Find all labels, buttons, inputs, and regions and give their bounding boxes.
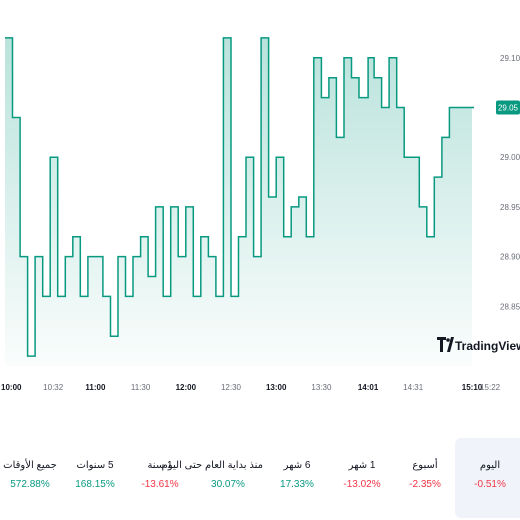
y-axis: 29.10 29.00 28.95 28.90 28.85 <box>500 54 520 312</box>
performance-period-value: -0.51% <box>474 479 506 490</box>
last-price-label: 29.05 <box>498 104 519 113</box>
performance-period-label: 6 شهر <box>283 460 311 471</box>
price-line-series <box>4 37 473 357</box>
tradingview-logo-icon <box>437 337 454 352</box>
performance-period[interactable]: منذ بداية العام حتى اليوم 30.07% <box>161 438 263 518</box>
performance-period-value: -2.35% <box>409 479 441 490</box>
performance-period-label: 1 سنة <box>147 460 173 471</box>
x-tick-label: 11:00 <box>85 383 106 392</box>
performance-period-value: 17.33% <box>280 479 314 490</box>
performance-period-value: 168.15% <box>75 479 115 490</box>
x-tick-label: 12:30 <box>221 383 242 392</box>
x-axis: 10:00 10:32 11:00 11:30 12:00 12:30 13:00 13:30… <box>1 383 501 392</box>
performance-period-label: جميع الأوقات <box>3 460 57 471</box>
x-tick-label: 15:22 <box>480 383 501 392</box>
performance-period-value: -13.61% <box>141 479 179 490</box>
y-tick-label: 29.00 <box>500 153 520 162</box>
price-line <box>5 37 472 357</box>
tradingview-logo[interactable]: TradingView <box>437 337 520 353</box>
performance-period[interactable]: 6 شهر 17.33% <box>262 438 332 518</box>
performance-period-value: 30.07% <box>211 479 245 490</box>
x-tick-label: 10:00 <box>1 383 22 392</box>
last-price-tick <box>472 106 474 109</box>
performance-period[interactable]: جميع الأوقات 572.88% <box>0 438 65 518</box>
last-price-badge <box>496 100 520 115</box>
performance-period-label: أسبوع <box>412 460 438 471</box>
performance-period-label: منذ بداية العام حتى اليوم <box>161 460 263 471</box>
performance-period-label: اليوم <box>479 460 501 471</box>
x-tick-label: 14:31 <box>403 383 424 392</box>
last-price-marker: 29.05 <box>472 100 520 115</box>
x-tick-label: 13:30 <box>311 383 332 392</box>
price-area-fill <box>5 37 472 367</box>
x-tick-label: 10:32 <box>43 383 64 392</box>
price-chart[interactable]: 29.10 29.00 28.95 28.90 28.85 10:00 10:32 11:0… <box>0 0 520 400</box>
performance-period-label: 5 سنوات <box>76 460 114 471</box>
y-tick-label: 28.85 <box>500 302 520 311</box>
x-tick-label: 15:10 <box>462 383 483 392</box>
x-tick-label: 12:00 <box>176 383 197 392</box>
x-tick-label: 13:00 <box>266 383 287 392</box>
performance-period-value: 572.88% <box>10 479 50 490</box>
performance-period[interactable]: 5 سنوات 168.15% <box>60 438 130 518</box>
performance-period[interactable]: اليوم -0.51% <box>455 438 520 518</box>
y-tick-label: 29.10 <box>500 54 520 63</box>
performance-period[interactable]: أسبوع -2.35% <box>390 438 460 518</box>
performance-period-label: 1 شهر <box>348 460 376 471</box>
y-tick-label: 28.95 <box>500 203 520 212</box>
watermark-text: TradingView <box>455 339 520 353</box>
performance-period-value: -13.02% <box>343 479 381 490</box>
x-tick-label: 14:01 <box>358 383 379 392</box>
performance-period[interactable]: 1 شهر -13.02% <box>327 438 397 518</box>
price-area <box>5 37 472 367</box>
y-tick-label: 28.90 <box>500 253 520 262</box>
x-tick-label: 11:30 <box>131 383 151 392</box>
performance-bar: اليوم -0.51% أسبوع -2.35% 1 شهر -13.02% 6 شهر 1… <box>0 438 520 518</box>
performance-period[interactable]: 1 سنة -13.61% <box>125 438 195 518</box>
